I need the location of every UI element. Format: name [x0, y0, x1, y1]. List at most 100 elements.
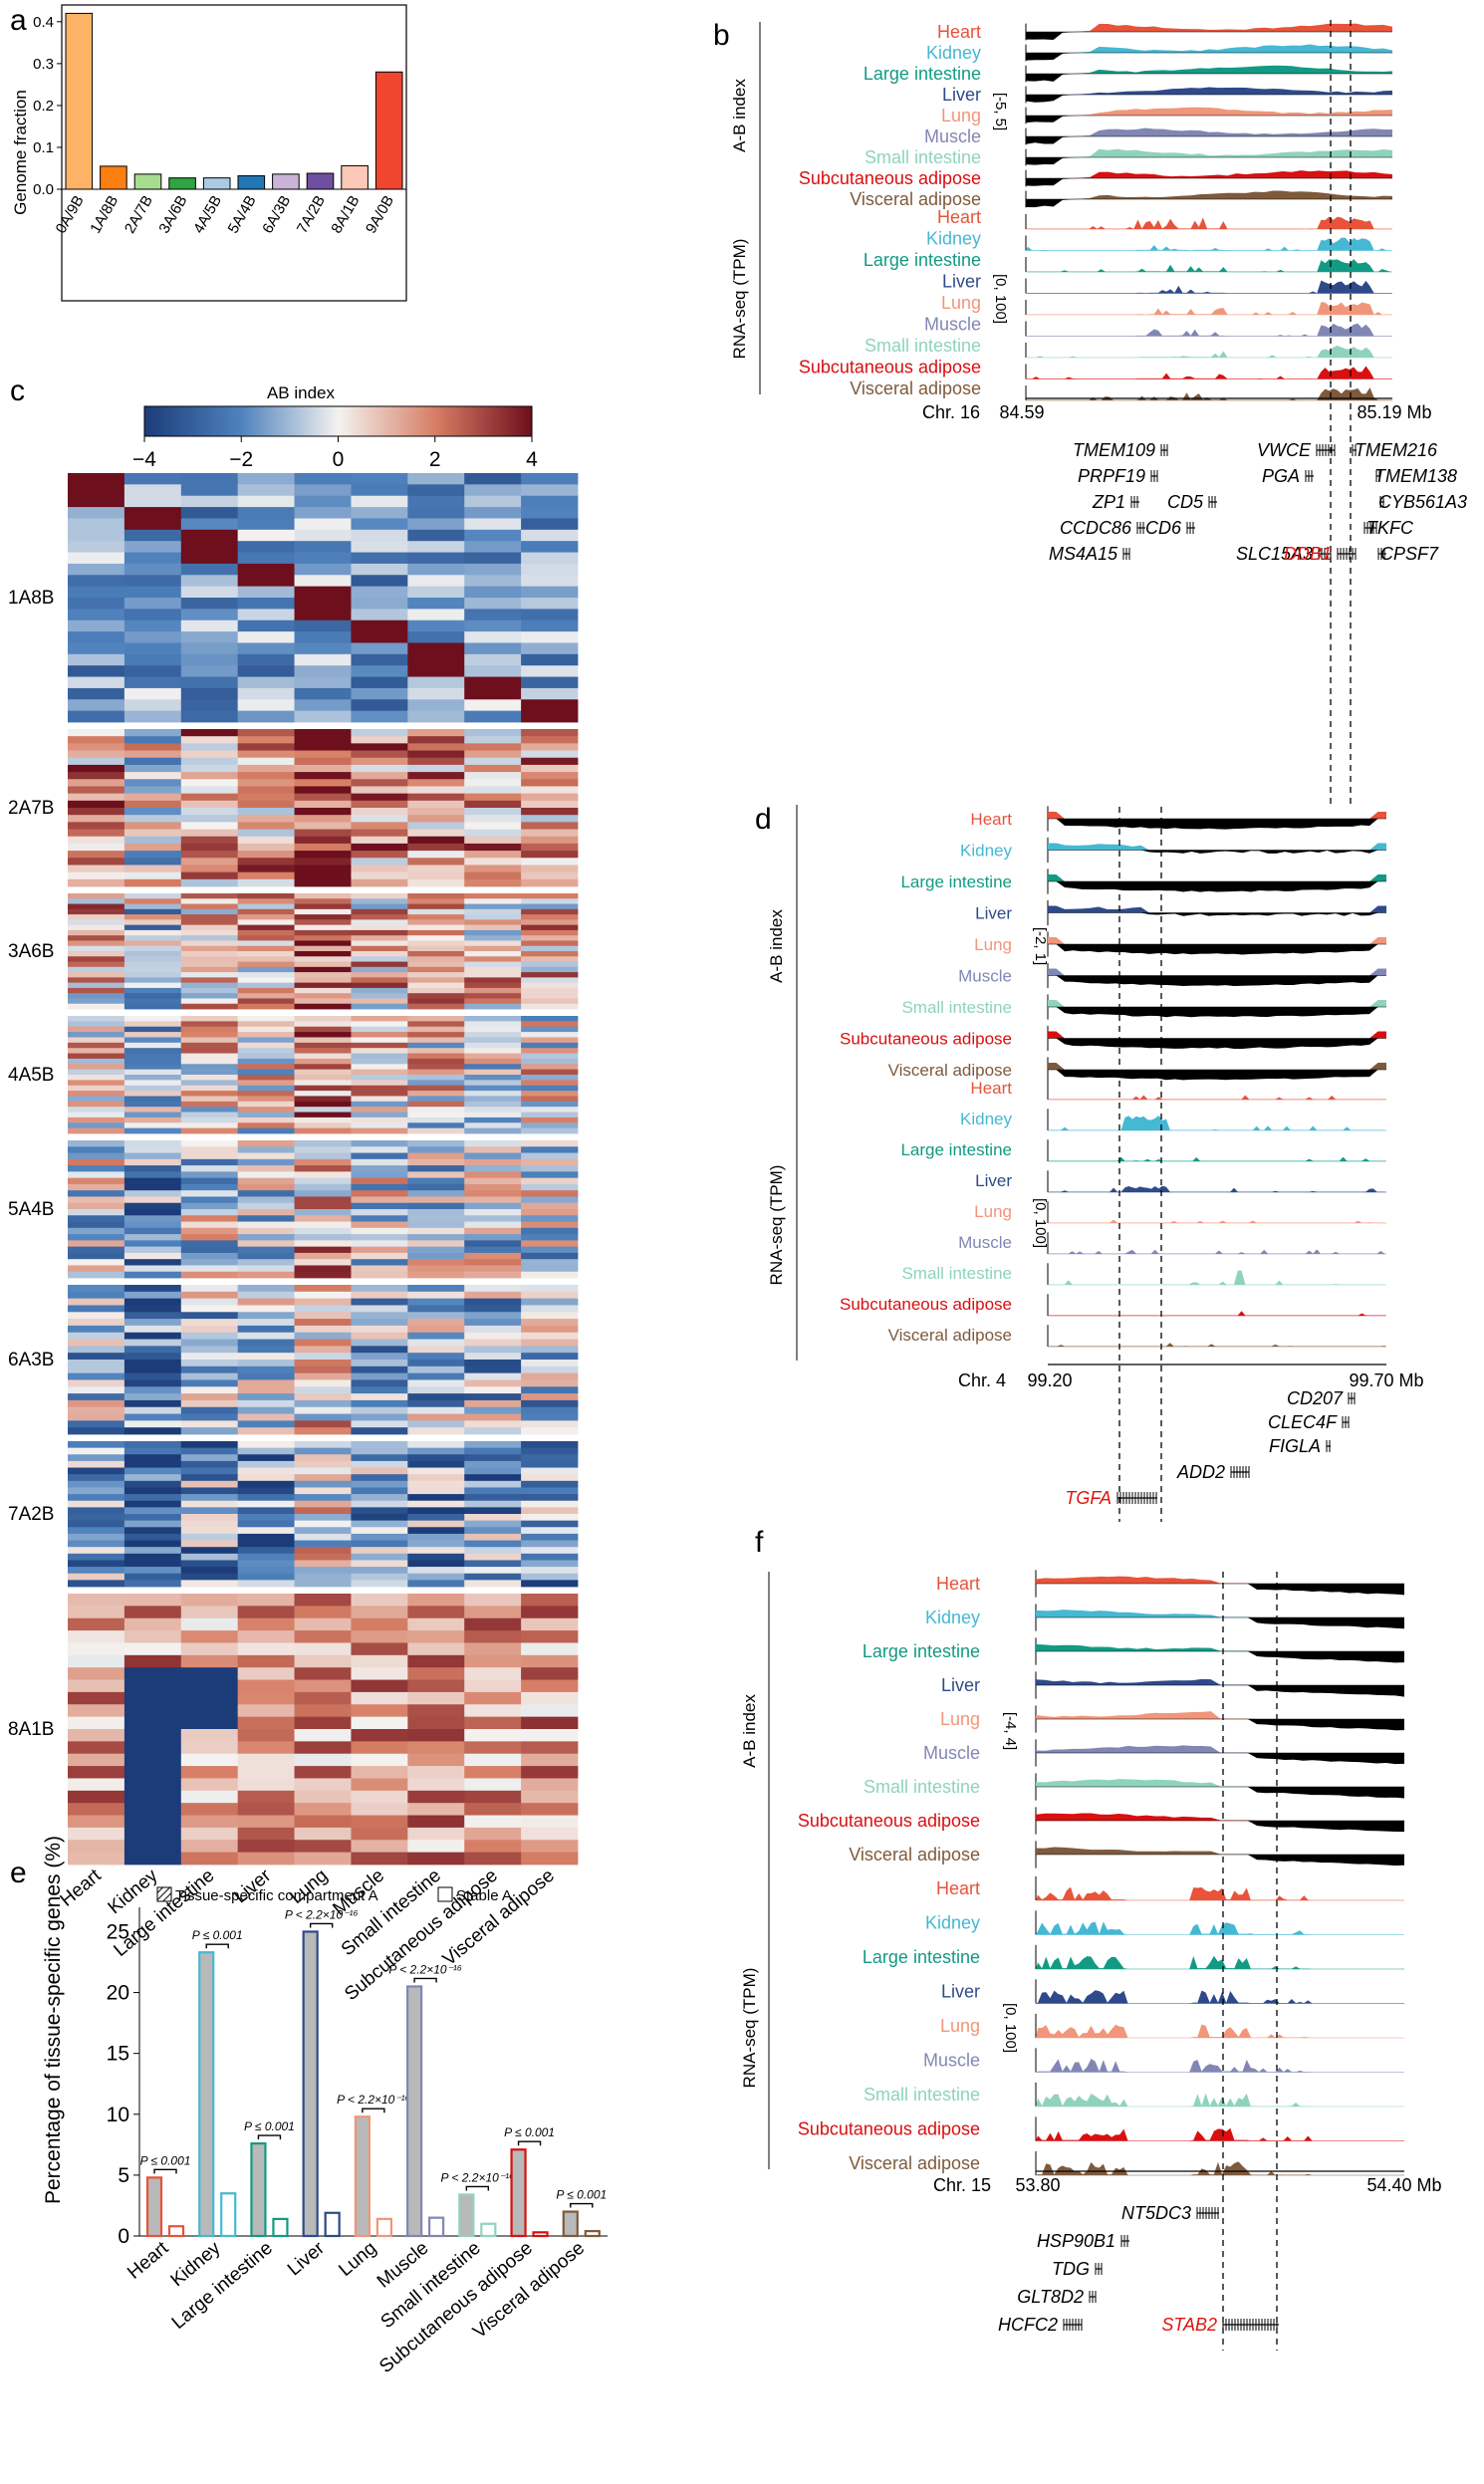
f-rna-label-liver: Liver — [941, 1982, 980, 2002]
e-bar-stable-muscle — [428, 2216, 445, 2238]
c-heat-cell — [294, 653, 352, 666]
c-heat-cell — [407, 1037, 465, 1044]
c-heat-cell — [124, 1514, 182, 1522]
panel-f-xend: 54.40 Mb — [1366, 2175, 1441, 2195]
c-heat-cell — [124, 1716, 182, 1730]
c-heat-cell — [237, 843, 295, 852]
c-heat-cell — [351, 518, 408, 531]
c-heat-cell — [351, 1815, 408, 1829]
b-gene-ms4a15: MS4A15 — [1049, 544, 1118, 564]
c-heat-cell — [124, 518, 182, 531]
c-heat-cell — [124, 1560, 182, 1568]
c-heat-cell — [294, 1016, 352, 1022]
c-heat-cell — [180, 903, 239, 910]
c-heat-cell — [237, 1406, 295, 1414]
c-heat-cell — [237, 1305, 295, 1313]
c-heat-cell — [294, 631, 352, 643]
c-heat-cell — [237, 903, 295, 910]
c-heat-cell — [180, 1305, 239, 1313]
c-heat-cell — [521, 1271, 579, 1279]
f-ab-label-muscle: Muscle — [923, 1743, 980, 1763]
f-ab-negative-visceral-adipose — [1036, 1855, 1404, 1866]
c-heat-cell — [521, 843, 579, 852]
c-heat-cell — [464, 1480, 522, 1488]
c-heat-cell — [237, 1527, 295, 1535]
panel-d-chr4-track: A-B index [-2, 1] RNA-seq (TPM) [0, 100]… — [767, 805, 1424, 1522]
panel-b-chr16-track: A-B index [-5, 5] RNA-seq (TPM) [0, 100]… — [730, 20, 1467, 807]
c-heat-cell — [124, 1741, 182, 1755]
c-heat-cell — [294, 1642, 352, 1656]
c-heat-cell — [521, 878, 579, 887]
c-heat-cell — [521, 529, 579, 542]
c-heat-cell — [464, 1265, 522, 1273]
f-rna-signal-lung — [1036, 2024, 1404, 2038]
c-heat-cell — [407, 951, 465, 957]
c-heat-cell — [237, 1285, 295, 1293]
c-heat-cell — [351, 1840, 408, 1854]
c-heat-cell — [294, 710, 352, 723]
c-heat-cell — [237, 1500, 295, 1508]
c-heat-cell — [464, 1427, 522, 1435]
c-heat-cell — [464, 1021, 522, 1028]
c-heat-cell — [351, 1158, 408, 1166]
c-heat-cell — [464, 1514, 522, 1522]
c-heat-cell — [351, 1265, 408, 1273]
c-heat-cell — [351, 1594, 408, 1607]
c-heat-cell — [407, 1420, 465, 1428]
c-heat-cell — [464, 1016, 522, 1022]
c-heat-cell — [464, 929, 522, 936]
c-heat-cell — [294, 552, 352, 565]
c-heat-cell — [351, 1460, 408, 1468]
c-heat-cell — [237, 750, 295, 759]
c-heat-cell — [464, 1096, 522, 1103]
e-xlabel-lung: Lung — [335, 2238, 380, 2281]
c-heat-cell — [68, 665, 125, 677]
c-heat-cell — [464, 1741, 522, 1755]
f-rna-signal-muscle — [1036, 2058, 1404, 2073]
c-heat-cell — [521, 779, 579, 787]
c-heat-cell — [68, 1606, 125, 1619]
d-ab-label-muscle: Muscle — [958, 967, 1012, 986]
c-heat-cell — [521, 1107, 579, 1113]
c-heat-cell — [237, 1547, 295, 1555]
c-heat-cell — [521, 1474, 579, 1482]
c-heat-cell — [351, 1406, 408, 1414]
c-heat-cell — [351, 1790, 408, 1804]
c-heat-cell — [351, 598, 408, 610]
e-bar-stable-kidney — [220, 2192, 237, 2238]
c-heat-cell — [237, 1617, 295, 1631]
c-heat-cell — [237, 1480, 295, 1488]
c-heat-cell — [351, 1679, 408, 1693]
c-heat-cell — [180, 1507, 239, 1515]
c-heat-cell — [464, 1454, 522, 1462]
a-xlabel-7a-2b: 7A/2B — [294, 193, 329, 237]
c-heat-cell — [124, 1080, 182, 1087]
c-heat-cell — [124, 736, 182, 744]
c-heat-cell — [521, 1580, 579, 1588]
c-heat-cell — [237, 1101, 295, 1108]
c-heat-cell — [237, 1122, 295, 1129]
c-heat-cell — [407, 495, 465, 508]
c-heat-cell — [294, 1048, 352, 1054]
c-heat-cell — [351, 1540, 408, 1548]
c-heat-cell — [464, 1158, 522, 1166]
c-heat-cell — [294, 1075, 352, 1081]
c-heat-cell — [407, 1305, 465, 1313]
c-heat-cell — [294, 815, 352, 823]
c-heat-cell — [521, 1520, 579, 1528]
c-heat-cell — [68, 808, 125, 816]
c-heat-cell — [124, 1654, 182, 1668]
c-heat-cell — [351, 1617, 408, 1631]
c-heat-cell — [68, 1460, 125, 1468]
d-ab-label-subcutaneous-adipose: Subcutaneous adipose — [840, 1030, 1012, 1049]
c-heat-cell — [294, 1716, 352, 1730]
c-heat-cell — [237, 998, 295, 1005]
e-bar-specific-kidney — [198, 1951, 215, 2238]
c-heat-cell — [237, 1667, 295, 1680]
c-heat-cell — [124, 1642, 182, 1656]
c-heat-cell — [237, 1312, 295, 1320]
a-xlabel-0a-9b: 0A/9B — [53, 193, 88, 237]
c-heat-cell — [407, 1567, 465, 1575]
c-heat-cell — [294, 1171, 352, 1179]
c-heat-cell — [124, 1447, 182, 1455]
